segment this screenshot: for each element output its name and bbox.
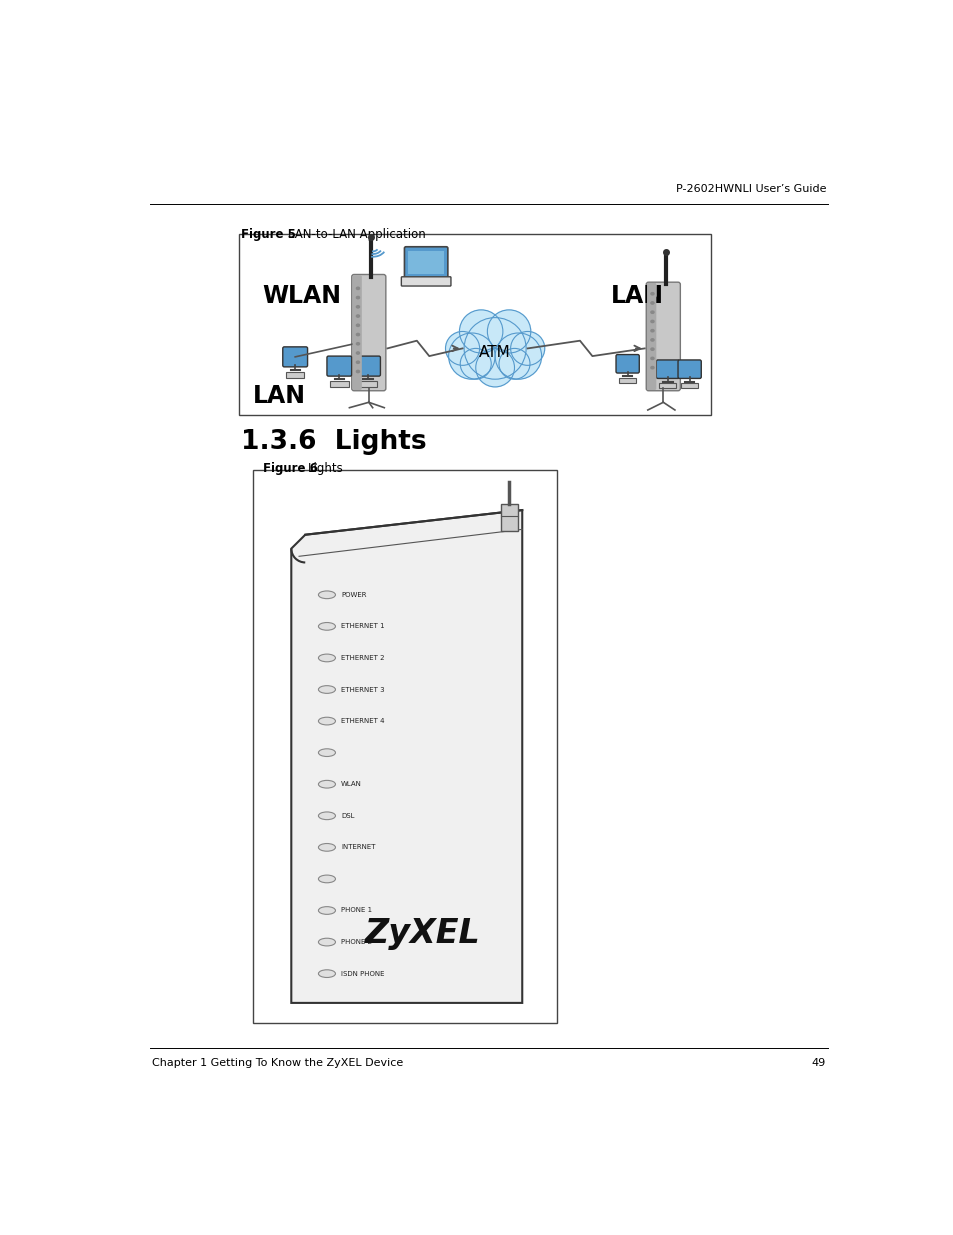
Ellipse shape [650,311,654,314]
FancyBboxPatch shape [404,247,447,279]
FancyBboxPatch shape [282,347,307,367]
Text: Figure 6: Figure 6 [262,462,317,474]
Ellipse shape [318,969,335,977]
Text: INTERNET: INTERNET [340,845,375,851]
Bar [618,378,636,383]
Circle shape [459,348,491,379]
Ellipse shape [650,348,654,351]
Ellipse shape [356,370,359,373]
Text: ETHERNET 1: ETHERNET 1 [340,624,384,630]
Ellipse shape [650,367,654,369]
Text: 49: 49 [811,1058,825,1068]
Ellipse shape [318,718,335,725]
Circle shape [510,331,544,366]
Text: ISDN PHONE: ISDN PHONE [340,971,384,977]
Text: Chapter 1 Getting To Know the ZyXEL Device: Chapter 1 Getting To Know the ZyXEL Devi… [152,1058,402,1068]
Ellipse shape [318,811,335,820]
Bar [330,380,348,387]
Ellipse shape [318,655,335,662]
Text: ETHERNET 4: ETHERNET 4 [340,718,384,724]
Ellipse shape [318,781,335,788]
Text: ETHERNET 2: ETHERNET 2 [340,655,384,661]
Text: ATM: ATM [478,345,511,359]
FancyBboxPatch shape [352,274,385,390]
Bar [358,380,377,387]
Ellipse shape [356,296,359,299]
FancyBboxPatch shape [645,282,679,390]
Ellipse shape [318,876,335,883]
Text: ETHERNET 3: ETHERNET 3 [340,687,384,693]
Text: DSL: DSL [340,813,354,819]
FancyBboxPatch shape [656,359,679,378]
Ellipse shape [356,361,359,363]
Ellipse shape [356,352,359,354]
Ellipse shape [318,685,335,693]
Circle shape [487,310,530,353]
Ellipse shape [650,293,654,295]
Circle shape [498,348,530,379]
Bar [253,471,557,1023]
Ellipse shape [650,330,654,332]
Circle shape [495,333,541,379]
Bar [500,504,517,531]
Ellipse shape [318,906,335,914]
Text: WLAN: WLAN [262,284,341,308]
FancyBboxPatch shape [401,277,451,287]
FancyBboxPatch shape [408,251,443,274]
Ellipse shape [356,306,359,308]
Ellipse shape [356,333,359,336]
Circle shape [445,331,479,366]
Text: WLAN: WLAN [340,782,361,787]
Text: PHONE 2: PHONE 2 [340,939,372,945]
FancyBboxPatch shape [616,354,639,373]
Circle shape [464,317,525,379]
FancyBboxPatch shape [353,275,361,390]
FancyBboxPatch shape [355,356,380,377]
Ellipse shape [318,939,335,946]
Text: ZyXEL: ZyXEL [364,918,479,950]
Bar [659,383,676,389]
Text: POWER: POWER [340,592,366,598]
Ellipse shape [650,357,654,359]
Text: LAN-to-LAN Application: LAN-to-LAN Application [288,227,425,241]
Bar [239,235,710,415]
Text: LAN: LAN [253,384,306,408]
Circle shape [476,348,514,387]
Text: P-2602HWNLI User’s Guide: P-2602HWNLI User’s Guide [675,184,825,194]
Bar [286,372,304,378]
Text: Lights: Lights [307,462,343,474]
Ellipse shape [356,315,359,317]
Ellipse shape [356,288,359,289]
Ellipse shape [650,301,654,304]
PathPatch shape [291,510,521,1003]
Ellipse shape [356,342,359,345]
Ellipse shape [318,748,335,757]
Bar [680,383,698,389]
FancyBboxPatch shape [327,356,352,377]
Ellipse shape [650,320,654,322]
Circle shape [459,310,502,353]
Text: LAN: LAN [611,284,663,308]
Text: 1.3.6  Lights: 1.3.6 Lights [241,430,426,456]
Text: Figure 5: Figure 5 [241,227,295,241]
Ellipse shape [318,592,335,599]
Ellipse shape [318,622,335,630]
FancyBboxPatch shape [646,283,656,390]
Circle shape [448,333,495,379]
FancyBboxPatch shape [678,359,700,378]
Ellipse shape [650,338,654,341]
Text: PHONE 1: PHONE 1 [340,908,372,914]
Ellipse shape [318,844,335,851]
Ellipse shape [356,324,359,326]
